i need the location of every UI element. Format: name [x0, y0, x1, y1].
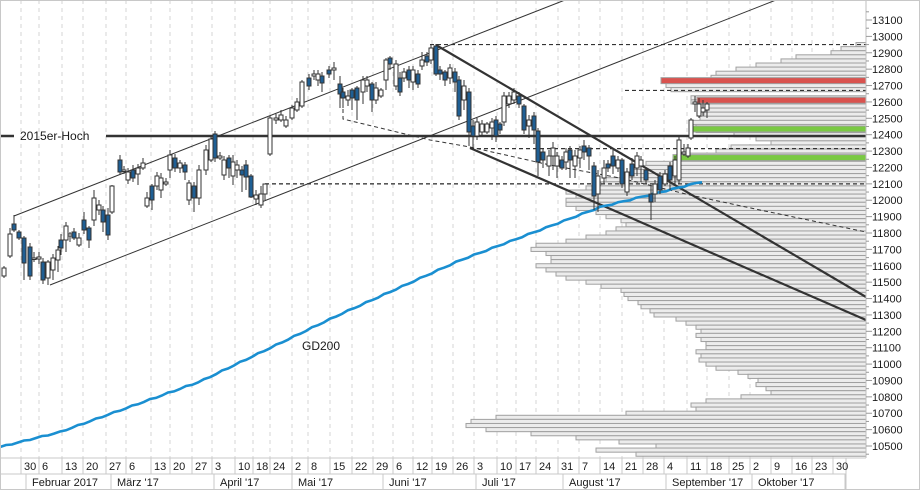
- month-label: Oktober '17: [758, 477, 815, 489]
- month-label: September '17: [672, 477, 743, 489]
- price-tick-label: 11100: [872, 343, 901, 355]
- resistance-band-2: [696, 96, 867, 104]
- price-tick-label: 13000: [872, 31, 903, 43]
- date-tick-label: 19: [435, 461, 447, 473]
- price-tick-label: 10900: [872, 375, 903, 387]
- price-tick-label: 11600: [872, 261, 902, 273]
- price-tick-label: 11400: [872, 294, 902, 306]
- date-tick-label: 13: [154, 461, 166, 473]
- date-tick-label: 11: [690, 461, 701, 473]
- date-axis: 30 6 13 20 27 6 13 20 27 3 10 18 24 2 8 15 22 29 6 12 19 26 3 1…: [0, 457, 866, 490]
- date-tick-label: 24: [539, 461, 551, 473]
- date-tick-label: 14: [603, 461, 615, 473]
- price-tick-label: 11700: [872, 244, 902, 256]
- month-label: März '17: [117, 477, 159, 489]
- label-gd200: GD200: [302, 339, 340, 353]
- date-tick-label: 2: [295, 461, 301, 473]
- date-tick-label: 6: [129, 461, 135, 473]
- gd200-moving-average: [0, 181, 703, 449]
- date-tick-label: 31: [561, 461, 573, 473]
- annotations: 2015er-Hoch GD200: [20, 129, 340, 353]
- date-tick-label: 8: [311, 461, 317, 473]
- gd200-line: [0, 181, 703, 449]
- price-tick-label: 11000: [872, 359, 902, 371]
- date-tick-label: 12: [416, 461, 428, 473]
- price-tick-label: 12100: [872, 179, 903, 191]
- price-tick-label: 11500: [872, 277, 902, 289]
- date-tick-label: 22: [355, 461, 367, 473]
- price-tick-label: 12300: [872, 146, 903, 158]
- price-tick-label: 10500: [872, 441, 903, 453]
- month-label: April '17: [220, 477, 259, 489]
- date-tick-label: 24: [273, 461, 285, 473]
- price-tick-label: 10700: [872, 408, 903, 420]
- price-tick-label: 12000: [872, 195, 903, 207]
- month-label: Juni '17: [389, 477, 427, 489]
- date-tick-label: 26: [456, 461, 468, 473]
- date-tick-label: 9: [774, 461, 780, 473]
- resistance-band-1: [660, 77, 867, 85]
- price-tick-label: 11900: [872, 212, 902, 224]
- date-tick-label: 2: [753, 461, 759, 473]
- price-tick-label: 11200: [872, 326, 902, 338]
- date-tick-label: 7: [582, 461, 588, 473]
- date-tick-label: 3: [215, 461, 221, 473]
- month-label: August '17: [569, 477, 621, 489]
- trendlines: [13, 0, 867, 322]
- price-tick-label: 10800: [872, 392, 903, 404]
- support-band-2: [672, 154, 867, 162]
- date-tick-label: 23: [815, 461, 827, 473]
- volume-profile: [465, 42, 867, 457]
- date-tick-label: 6: [396, 461, 402, 473]
- price-tick-label: 12800: [872, 64, 903, 76]
- date-tick-label: 10: [500, 461, 512, 473]
- label-2015er-hoch: 2015er-Hoch: [20, 129, 89, 143]
- price-tick-label: 12600: [872, 97, 903, 109]
- date-tick-label: 25: [732, 461, 744, 473]
- date-tick-label: 27: [109, 461, 121, 473]
- date-tick-label: 16: [795, 461, 807, 473]
- date-tick-label: 20: [86, 461, 98, 473]
- support-band-1: [690, 125, 867, 133]
- date-tick-label: 30: [836, 461, 848, 473]
- price-axis: 10500 10600 10700 10800 10900 11000 11100 11200…: [865, 0, 903, 458]
- date-tick-label: 20: [173, 461, 185, 473]
- date-tick-label: 15: [333, 461, 345, 473]
- price-tick-label: 12900: [872, 48, 903, 60]
- date-tick-label: 27: [195, 461, 207, 473]
- price-tick-label: 12700: [872, 81, 903, 93]
- candlesticks: [1, 44, 710, 285]
- date-tick-label: 17: [519, 461, 531, 473]
- price-tick-label: 12500: [872, 113, 903, 125]
- date-tick-label: 18: [256, 461, 268, 473]
- date-tick-label: 28: [646, 461, 658, 473]
- date-tick-label: 29: [376, 461, 388, 473]
- price-tick-label: 11800: [872, 228, 902, 240]
- month-label: Februar 2017: [32, 477, 98, 489]
- date-tick-label: 3: [477, 461, 483, 473]
- date-tick-label: 21: [625, 461, 637, 473]
- date-tick-label: 10: [238, 461, 250, 473]
- date-tick-label: 18: [710, 461, 722, 473]
- price-tick-label: 12200: [872, 162, 903, 174]
- price-tick-label: 13100: [872, 15, 903, 27]
- price-tick-label: 11300: [872, 310, 902, 322]
- month-label: Juli '17: [482, 477, 516, 489]
- date-tick-label: 13: [65, 461, 77, 473]
- month-label: Mai '17: [298, 477, 333, 489]
- price-tick-label: 10600: [872, 425, 903, 437]
- date-tick-label: 30: [24, 461, 36, 473]
- date-tick-label: 6: [42, 461, 48, 473]
- price-tick-label: 12400: [872, 130, 903, 142]
- date-tick-label: 4: [667, 461, 673, 473]
